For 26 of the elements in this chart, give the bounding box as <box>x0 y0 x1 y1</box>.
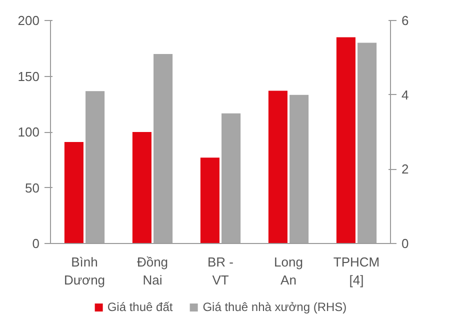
x-tick-label: Long An <box>274 254 303 288</box>
y-tick-label: 150 <box>18 68 40 84</box>
bar <box>222 113 241 244</box>
y2-tick-label: 2 <box>402 162 409 177</box>
legend-label: Giá thuê nhà xưởng (RHS) <box>202 300 347 314</box>
y-tick-label: 200 <box>18 13 40 28</box>
bar <box>154 54 173 244</box>
y-tick-label: 50 <box>25 180 40 196</box>
y-tick-label: 0 <box>32 236 40 251</box>
bar <box>200 158 220 244</box>
y2-tick-label: 0 <box>402 236 409 251</box>
bar <box>86 91 105 244</box>
y2-tick-label: 6 <box>402 13 409 28</box>
x-tick-label: BR - VT <box>208 254 234 288</box>
bar <box>132 132 152 244</box>
y2-tick-label: 4 <box>402 87 409 102</box>
bar <box>336 37 356 244</box>
x-tick-label: Bình Dương <box>64 254 106 288</box>
x-tick-label: TPHCM [4] <box>333 254 380 288</box>
x-tick-label: Đồng Nai <box>136 254 168 288</box>
bar <box>358 42 377 244</box>
bar <box>268 90 288 244</box>
legend-label: Giá thuê đất <box>107 300 173 314</box>
bar <box>290 94 309 244</box>
bar <box>64 142 84 244</box>
y-tick-label: 100 <box>18 124 40 140</box>
